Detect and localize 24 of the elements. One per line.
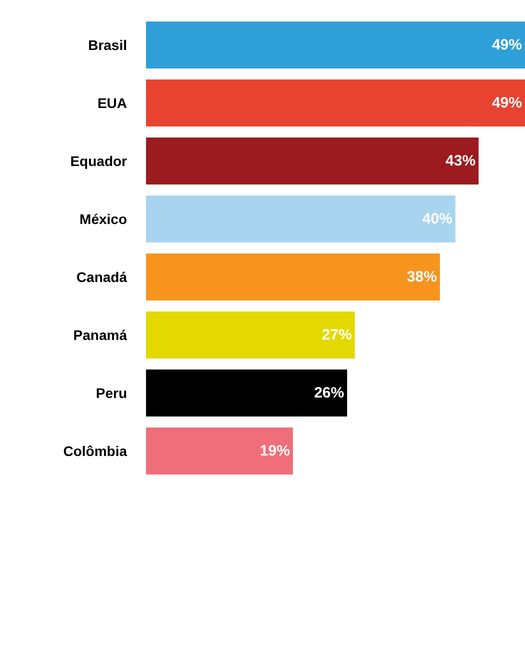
bar [146, 428, 293, 474]
y-tick-label: Brasil [88, 36, 127, 53]
data-label: 27% [322, 326, 352, 344]
bar [146, 80, 525, 126]
data-label: 49% [492, 94, 522, 112]
bar [146, 254, 440, 300]
y-tick-label: Panamá [73, 326, 128, 343]
y-tick-label: Peru [96, 384, 127, 401]
data-label: 49% [492, 36, 522, 54]
bar [146, 370, 348, 416]
data-label: 40% [422, 210, 452, 228]
y-tick-label: Equador [70, 152, 128, 169]
data-label: 38% [406, 268, 437, 286]
y-tick-label: México [80, 210, 127, 227]
bar [146, 22, 525, 68]
data-label: 26% [314, 384, 344, 402]
data-label: 43% [446, 152, 476, 170]
y-tick-label: Canadá [76, 268, 128, 285]
bar [146, 312, 355, 358]
bar [146, 138, 479, 184]
y-tick-label: EUA [97, 94, 127, 111]
data-label: 19% [260, 442, 290, 460]
bar [146, 196, 456, 242]
y-tick-label: Colômbia [63, 442, 128, 459]
